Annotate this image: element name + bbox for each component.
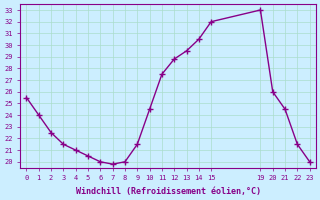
X-axis label: Windchill (Refroidissement éolien,°C): Windchill (Refroidissement éolien,°C) [76, 187, 260, 196]
